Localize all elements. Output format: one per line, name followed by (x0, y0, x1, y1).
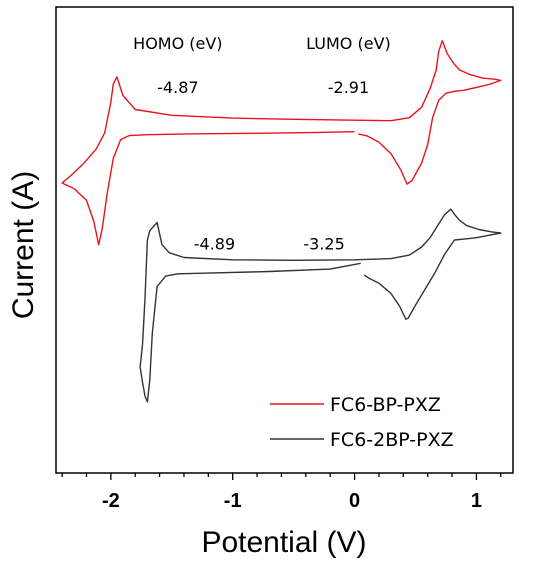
plot-frame (55, 6, 514, 474)
y-axis-title: Current (A) (7, 171, 40, 319)
x-tick-label: -1 (224, 490, 242, 512)
annotation-lumo-2: -3.25 (303, 234, 344, 253)
series-line-fc6-bp-pxz (61, 40, 502, 246)
annotation-lumo-1: -2.91 (328, 78, 369, 97)
series-layer (61, 40, 502, 403)
x-tick-label: 1 (471, 490, 482, 512)
legend-label-fc6-2bp-pxz: FC6-2BP-PXZ (330, 429, 454, 451)
annotation-layer: HOMO (eV) LUMO (eV) -4.87 -2.91 -4.89 -3.25 (133, 34, 391, 253)
x-axis-ticks (61, 473, 502, 480)
annotation-homo-2: -4.89 (194, 234, 235, 253)
annotation-lumo-header: LUMO (eV) (306, 34, 391, 53)
annotation-homo-header: HOMO (eV) (133, 34, 222, 53)
x-tick-label: 0 (349, 490, 360, 512)
legend-label-fc6-bp-pxz: FC6-BP-PXZ (330, 394, 441, 416)
series-line-fc6-2bp-pxz (139, 208, 502, 403)
x-axis-title: Potential (V) (201, 526, 366, 559)
x-tick-label: -2 (102, 490, 120, 512)
annotation-homo-1: -4.87 (157, 78, 198, 97)
x-axis-tick-labels: -2 -1 0 1 (102, 490, 482, 512)
legend: FC6-BP-PXZ FC6-2BP-PXZ (270, 394, 454, 451)
